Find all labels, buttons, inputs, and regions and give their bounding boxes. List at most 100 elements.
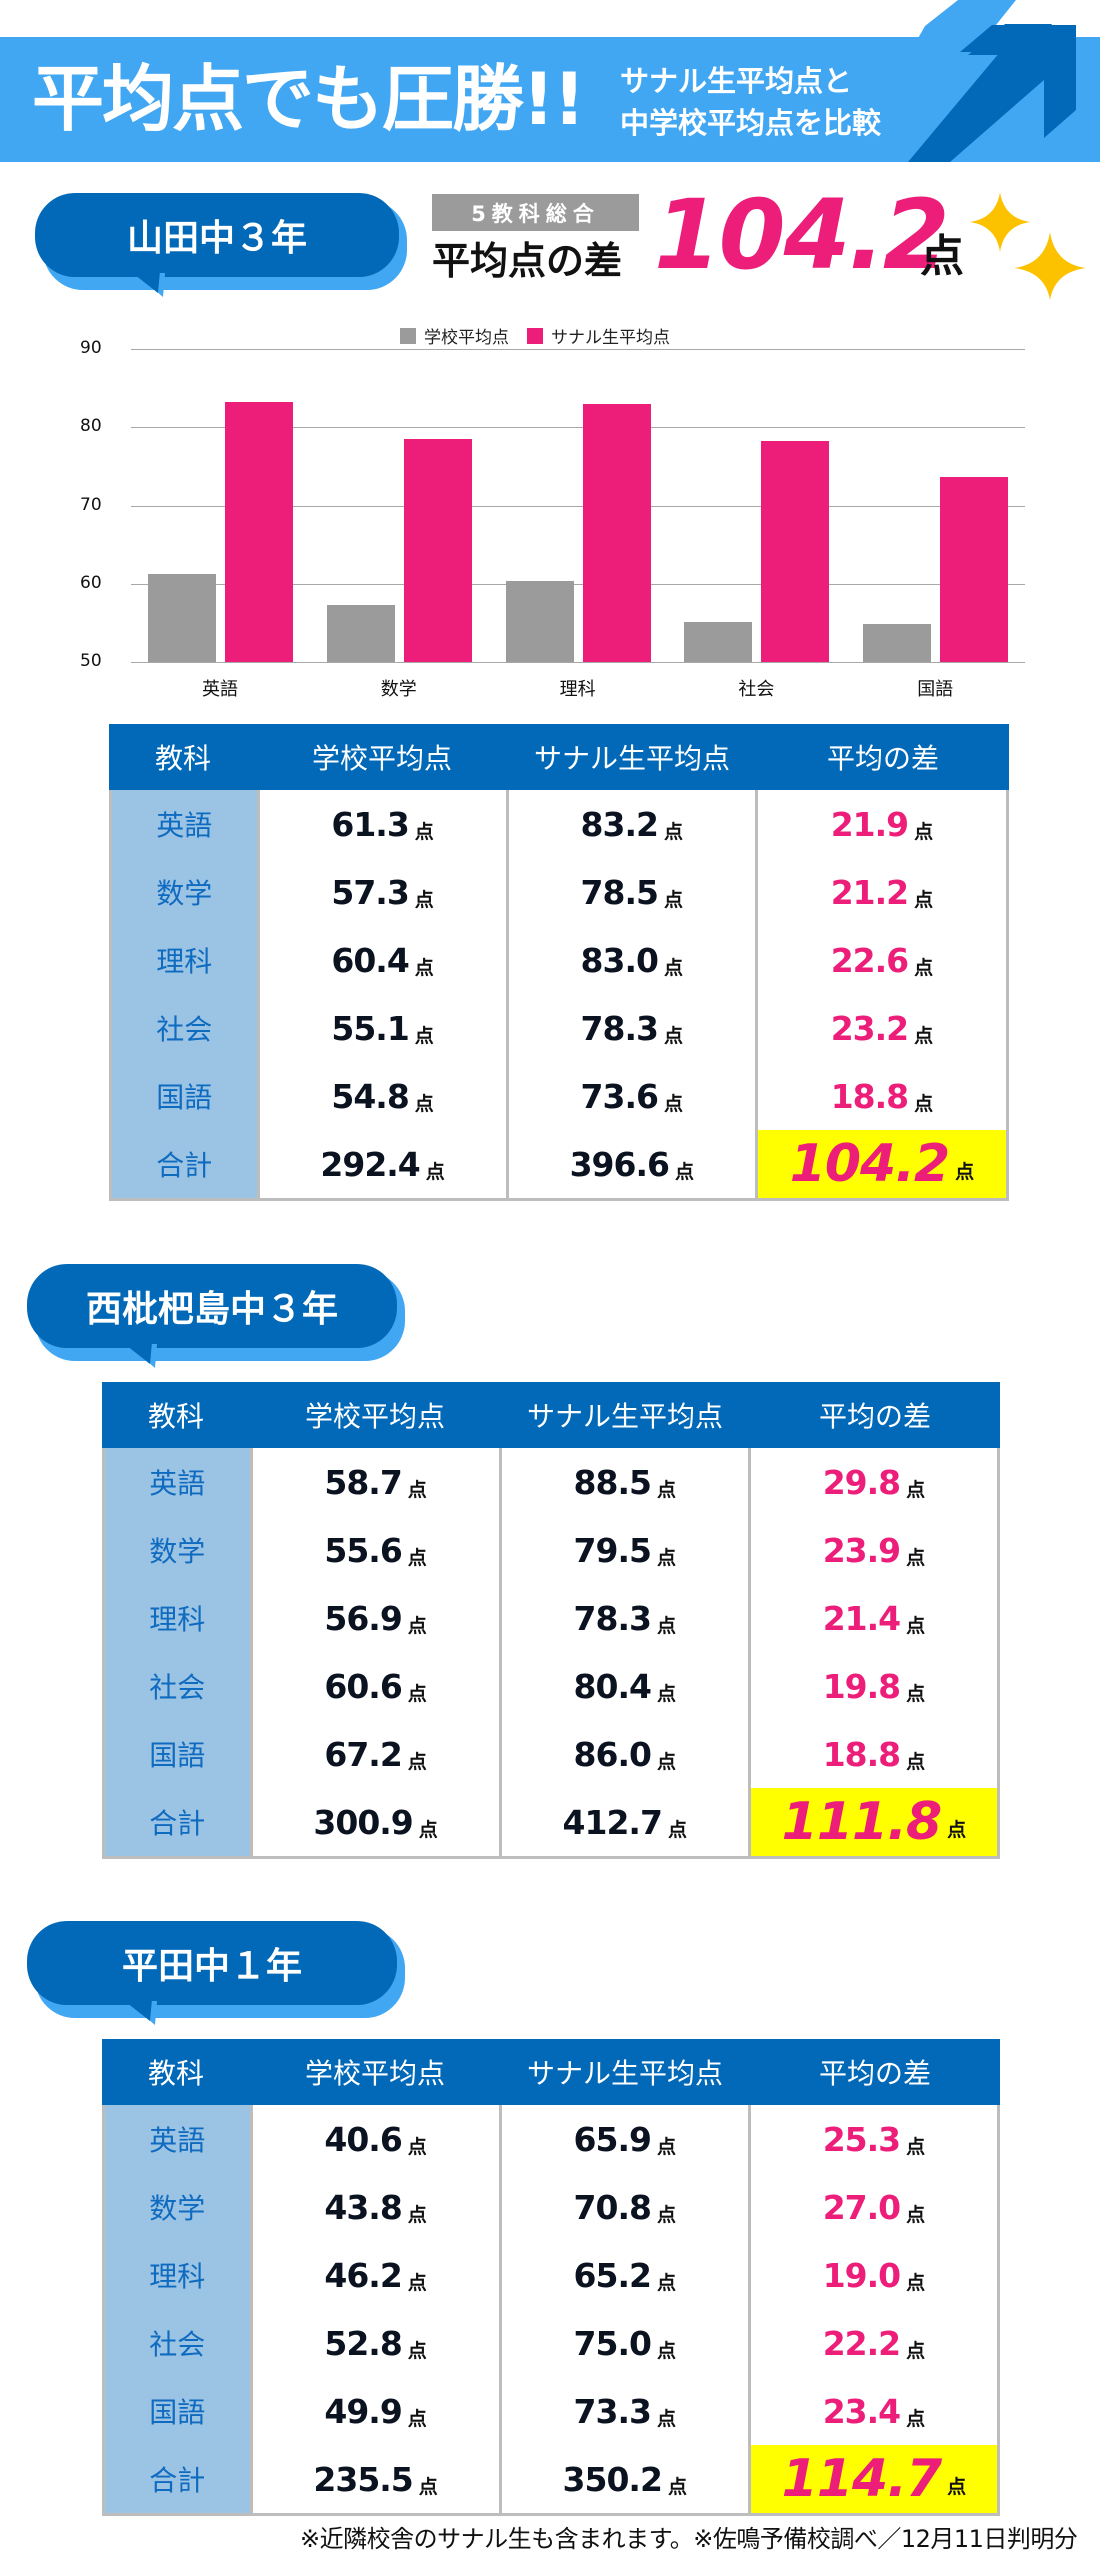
table-cell: 57.3 点 (260, 858, 506, 926)
table-body: 英語 数学 理科 社会 国語 合計 58.7 点 55.6 点 56.9 点 60.6 点 67.2 点 300… (102, 1448, 1000, 1859)
x-axis-label: 社会 (738, 679, 775, 700)
table-cell: 61.3 点 (260, 790, 506, 858)
column-sanaru: 88.5 点 79.5 点 78.3 点 80.4 点 86.0 点 412.7 点 (498, 1448, 748, 1856)
score-value: 73.6 (580, 1076, 659, 1116)
table-cell: 88.5 点 (502, 1448, 748, 1516)
table-cell: 43.8 点 (253, 2173, 499, 2241)
table-cell: 数学 (156, 877, 213, 910)
unit-label: 点 (656, 1750, 676, 1773)
column-sanaru: 83.2 点 78.5 点 83.0 点 78.3 点 73.6 点 396.6 点 (505, 790, 755, 1198)
unit-label: 点 (414, 1024, 434, 1047)
column-subject: 英語 数学 理科 社会 国語 合計 (105, 2105, 250, 2513)
score-value: 412.7 (562, 1802, 663, 1842)
y-axis-tick: 60 (80, 572, 102, 593)
score-value: 292.4 (320, 1144, 420, 1184)
unit-label: 点 (663, 1024, 683, 1047)
unit-label: 点 (418, 2475, 438, 2498)
table-total-cell: 292.4 点 (260, 1130, 506, 1198)
unit-label: 点 (663, 1092, 683, 1115)
column-header: 学校平均点 (304, 2057, 445, 2090)
score-value: 83.0 (580, 940, 659, 980)
unit-label: 点 (407, 2271, 427, 2294)
unit-label: 点 (414, 820, 434, 843)
table-cell: 27.0 点 (751, 2173, 997, 2241)
table-cell: 65.9 点 (502, 2105, 748, 2173)
school-heading-bubble: 平田中１年 (27, 1921, 405, 2025)
table-total-cell: 235.5 点 (253, 2445, 499, 2513)
table-cell: 理科 (149, 1603, 206, 1636)
score-value: 75.0 (573, 2323, 652, 2363)
table-total-cell: 396.6 点 (509, 1130, 755, 1198)
table-cell: 社会 (149, 2328, 206, 2361)
unit-label: 点 (906, 2407, 926, 2430)
unit-label: 点 (418, 1818, 438, 1841)
score-diff-value: 29.8 (822, 1462, 901, 1502)
table-total-cell: 350.2 点 (502, 2445, 748, 2513)
score-value: 65.2 (573, 2255, 652, 2295)
y-axis-tick: 90 (80, 338, 102, 358)
subtitle-line-1: サナル生平均点と (620, 64, 853, 98)
table-cell: 54.8 点 (260, 1062, 506, 1130)
table-cell: 40.6 点 (253, 2105, 499, 2173)
table-cell: 23.2 点 (758, 994, 1006, 1062)
table-cell: 23.4 点 (751, 2377, 997, 2445)
unit-label: 点 (906, 1546, 926, 1569)
table-total-cell: 合計 (149, 2464, 206, 2497)
score-value: 78.5 (580, 872, 659, 912)
unit-label: 点 (425, 1160, 445, 1183)
legend-label-sanaru: サナル生平均点 (551, 328, 670, 348)
unit-label: 点 (656, 2407, 676, 2430)
summary-value: 104.2 (654, 179, 950, 291)
score-value: 88.5 (573, 1462, 652, 1502)
table-cell: 49.9 点 (253, 2377, 499, 2445)
score-value: 70.8 (573, 2187, 652, 2227)
score-value: 60.6 (324, 1666, 402, 1706)
column-subject: 英語 数学 理科 社会 国語 合計 (112, 790, 257, 1198)
unit-label: 点 (663, 956, 683, 979)
column-diff: 21.9 点 21.2 点 22.6 点 23.2 点 18.8 点 104.2 点 (754, 790, 1007, 1198)
y-axis-tick: 50 (80, 651, 102, 671)
table-cell: 国語 (156, 1081, 213, 1114)
sparkle-icon (970, 192, 1086, 300)
unit-label: 点 (947, 1818, 967, 1841)
bar-school (326, 604, 395, 662)
unit-label: 点 (407, 2135, 427, 2158)
table-body: 英語 数学 理科 社会 国語 合計 61.3 点 57.3 点 60.4 点 55.1 点 54.8 点 292… (109, 790, 1009, 1201)
score-diff-value: 22.2 (822, 2323, 901, 2363)
score-diff-value: 21.9 (830, 804, 909, 844)
summary-tag: 5教科総合 (432, 194, 639, 231)
unit-label: 点 (674, 1160, 694, 1183)
table-total-cell: 合計 (156, 1149, 213, 1182)
column-school: 61.3 点 57.3 点 60.4 点 55.1 点 54.8 点 292.4 点 (256, 790, 506, 1198)
table-cell: 理科 (149, 2260, 206, 2293)
table-cell: 18.8 点 (751, 1720, 997, 1788)
bar-sanaru (225, 402, 293, 662)
table-cell: 21.9 点 (758, 790, 1006, 858)
school-name: 平田中１年 (121, 1946, 302, 1987)
column-header: 学校平均点 (304, 1400, 445, 1433)
table-body: 英語 数学 理科 社会 国語 合計 40.6 点 43.8 点 46.2 点 52.8 点 49.9 点 235… (102, 2105, 1000, 2516)
unit-label: 点 (656, 1682, 676, 1705)
gridline (131, 427, 1025, 429)
score-diff-value: 111.8 (781, 1792, 942, 1852)
table-cell: 国語 (149, 2396, 206, 2429)
table-cell: 80.4 点 (502, 1652, 748, 1720)
unit-label: 点 (906, 2135, 926, 2158)
score-value: 396.6 (569, 1144, 670, 1184)
column-header: 教科 (147, 2057, 204, 2090)
table-cell: 国語 (149, 1739, 206, 1772)
score-diff-value: 22.6 (830, 940, 909, 980)
score-value: 57.3 (331, 872, 409, 912)
table-cell: 23.9 点 (751, 1516, 997, 1584)
score-value: 61.3 (331, 804, 409, 844)
legend-swatch-school (400, 327, 416, 344)
score-diff-value: 19.8 (822, 1666, 901, 1706)
score-value: 52.8 (324, 2323, 402, 2363)
score-diff-value: 23.9 (822, 1530, 901, 1570)
table-cell: 18.8 点 (758, 1062, 1006, 1130)
unit-label: 点 (656, 1478, 676, 1501)
x-axis-label: 英語 (202, 679, 238, 700)
unit-label: 点 (906, 2203, 926, 2226)
table-cell: 83.0 点 (509, 926, 755, 994)
gridline (131, 662, 1025, 663)
